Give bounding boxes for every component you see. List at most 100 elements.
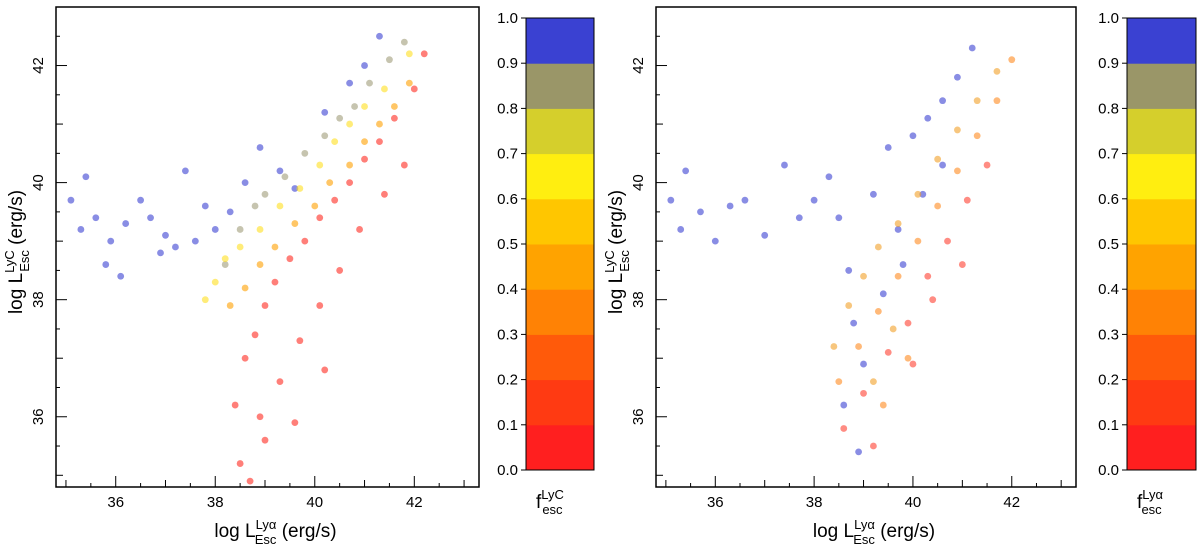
- scatter-point: [386, 56, 393, 64]
- scatter-point: [221, 255, 229, 263]
- colorbar-tick-label: 1.0: [1098, 10, 1119, 27]
- y-axis-label: log LLyCEsc (erg/s): [602, 190, 632, 314]
- colorbar-band: [1127, 424, 1196, 471]
- scatter-point: [191, 237, 199, 245]
- scatter-point: [201, 202, 209, 210]
- colorbar-tick-label: 0.3: [1098, 326, 1119, 343]
- scatter-point: [172, 243, 179, 251]
- colorbar-band: [1127, 198, 1196, 245]
- scatter-point: [77, 226, 85, 233]
- scatter-point: [954, 126, 961, 134]
- scatter-point: [381, 85, 388, 93]
- scatter-points: [67, 32, 428, 485]
- scatter-point: [860, 360, 867, 368]
- scatter-point: [968, 44, 976, 52]
- scatter-point: [830, 343, 838, 350]
- colorbar-tick-label: 1.0: [497, 10, 518, 27]
- scatter-point: [835, 378, 843, 386]
- scatter-point: [381, 190, 388, 198]
- colorbar-band: [526, 18, 594, 64]
- colorbar-tick-label: 0.5: [1098, 236, 1119, 253]
- colorbar-band: [1127, 63, 1196, 109]
- scatter-point: [870, 378, 877, 386]
- scatter-points: [667, 44, 1016, 456]
- scatter-point: [795, 214, 803, 222]
- scatter-point: [840, 401, 848, 409]
- scatter-point: [321, 132, 329, 140]
- colorbar-tick-label: 0.6: [1098, 191, 1119, 208]
- colorbar-tick-label: 0.7: [1098, 146, 1119, 163]
- scatter-point: [251, 331, 259, 339]
- right-panel: 36 38 40 42 36 38 40 42 log LLyα Esc (erg/s) log L…: [602, 6, 1197, 547]
- scatter-point: [291, 419, 299, 427]
- left-panel: 36 38 40 42 36 38 40 42 log LLyα Esc (erg/s) log L…: [2, 6, 595, 547]
- scatter-point: [860, 389, 867, 397]
- x-tick-label: 42: [406, 494, 423, 511]
- scatter-point: [271, 243, 279, 251]
- scatter-point: [356, 226, 363, 233]
- scatter-point: [311, 202, 319, 210]
- scatter-point: [296, 185, 304, 192]
- scatter-point: [301, 237, 309, 245]
- scatter-point: [963, 196, 971, 204]
- colorbar-band: [526, 63, 594, 109]
- scatter-point: [894, 272, 902, 280]
- scatter-point: [391, 103, 398, 110]
- colorbar-tick-label: 0.4: [1098, 281, 1119, 298]
- colorbar-tick-label: 0.0: [1098, 462, 1119, 479]
- colorbar-tick-label: 0.2: [1098, 372, 1119, 389]
- scatter-point: [241, 179, 249, 187]
- scatter-point: [954, 73, 961, 81]
- y-tick-label: 38: [630, 291, 647, 308]
- scatter-point: [850, 319, 858, 327]
- scatter-point: [336, 267, 344, 274]
- colorbar-tick-label: 0.9: [497, 55, 518, 72]
- scatter-point: [326, 179, 334, 187]
- colorbar-band: [1127, 334, 1196, 381]
- scatter-point: [256, 413, 264, 421]
- scatter-point: [256, 261, 264, 268]
- scatter-point: [944, 237, 951, 245]
- scatter-point: [321, 108, 329, 116]
- scatter-point: [934, 202, 942, 210]
- colorbar-tick-label: 0.7: [497, 146, 518, 163]
- y-tick-label: 42: [630, 57, 647, 74]
- scatter-point: [316, 302, 324, 309]
- scatter-point: [860, 272, 867, 280]
- scatter-point: [256, 226, 264, 233]
- scatter-point: [973, 132, 981, 140]
- scatter-point: [904, 354, 912, 362]
- scatter-point: [879, 290, 887, 298]
- x-tick-label: 42: [1003, 494, 1020, 511]
- y-tick-label: 40: [30, 174, 47, 191]
- scatter-point: [331, 138, 339, 146]
- scatter-point: [351, 103, 358, 110]
- scatter-point: [271, 278, 279, 286]
- scatter-point: [845, 267, 853, 274]
- colorbar-band: [1127, 379, 1196, 426]
- scatter-point: [874, 307, 882, 315]
- scatter-point: [291, 220, 299, 227]
- scatter-point: [884, 348, 892, 356]
- scatter-point: [845, 302, 853, 309]
- scatter-point: [405, 50, 413, 58]
- scatter-point: [147, 214, 154, 222]
- scatter-point: [361, 138, 368, 146]
- y-tick-label: 36: [630, 408, 647, 425]
- scatter-point: [276, 167, 284, 175]
- scatter-point: [366, 79, 373, 87]
- plot-frame: [55, 6, 480, 488]
- colorbar-band: [526, 244, 594, 290]
- colorbar-tick-label: 0.4: [497, 281, 518, 298]
- scatter-point: [291, 185, 299, 192]
- scatter-point: [211, 226, 219, 233]
- scatter-point: [884, 144, 892, 151]
- scatter-point: [973, 97, 981, 105]
- scatter-point: [410, 85, 418, 93]
- scatter-point: [677, 226, 685, 233]
- scatter-point: [376, 120, 383, 128]
- scatter-point: [929, 296, 937, 304]
- plot-frame: [655, 6, 1077, 488]
- scatter-point: [711, 237, 719, 245]
